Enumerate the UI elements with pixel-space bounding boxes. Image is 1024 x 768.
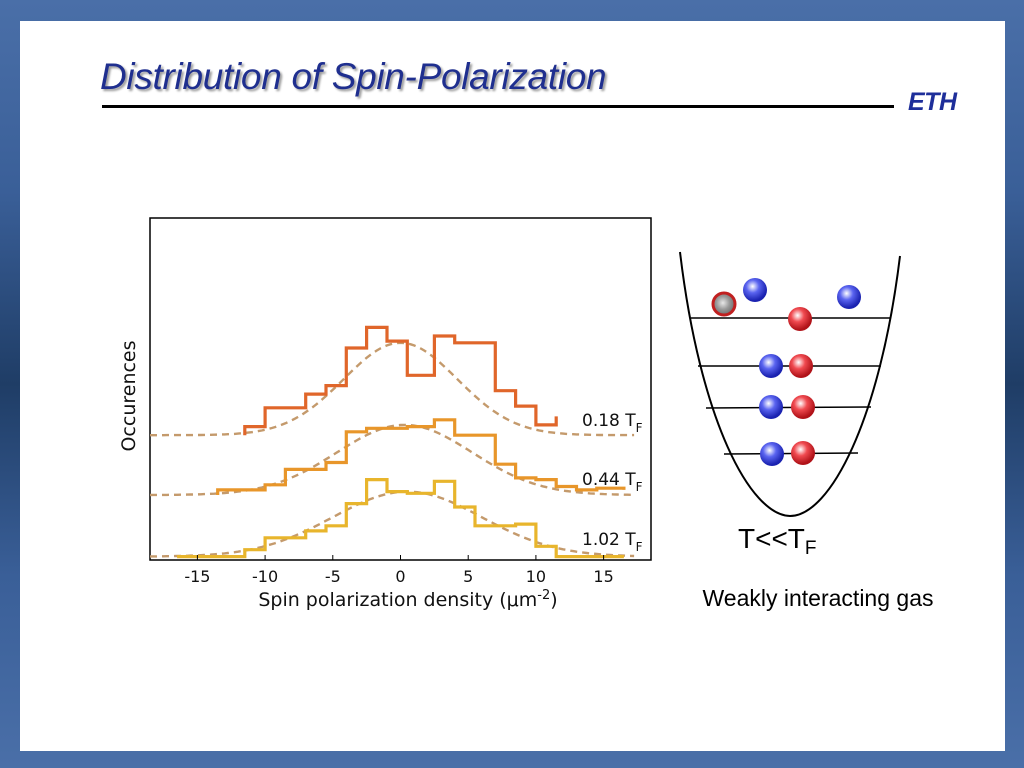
- x-tick-label: -5: [325, 567, 341, 586]
- x-tick-label: 5: [463, 567, 473, 586]
- slide-title: Distribution of Spin-Polarization: [100, 56, 607, 97]
- y-axis-label: Occurences: [118, 340, 140, 451]
- fit-curve-1: [149, 423, 635, 497]
- histogram-series-1: [216, 418, 626, 495]
- x-axis-label: Spin polarization density (μm-2): [258, 588, 557, 611]
- series-label: 0.44 TF: [582, 470, 643, 494]
- x-tick-label: 15: [593, 567, 613, 586]
- histogram-series-0: [243, 325, 558, 436]
- fit-curve-0: [150, 341, 635, 437]
- title-underline: [102, 105, 894, 108]
- gaussian-fits: [149, 341, 635, 558]
- x-tick-label: 0: [395, 567, 405, 586]
- x-tick-label: -15: [184, 567, 210, 586]
- eth-logo: ETH: [908, 88, 957, 116]
- series-label: 0.18 TF: [582, 411, 643, 435]
- series-labels: 0.18 TF 0.44 TF 1.02 TF: [582, 411, 643, 554]
- histogram-series: [177, 325, 626, 559]
- histogram-series-2: [177, 478, 624, 559]
- x-tick-label: 10: [526, 567, 546, 586]
- fit-curve-2: [150, 490, 635, 558]
- x-tick-label: -10: [252, 567, 278, 586]
- x-axis: -15 -10 -5 0 5 10 15: [184, 555, 614, 586]
- plot-frame: [149, 217, 652, 561]
- series-label: 1.02 TF: [582, 530, 643, 554]
